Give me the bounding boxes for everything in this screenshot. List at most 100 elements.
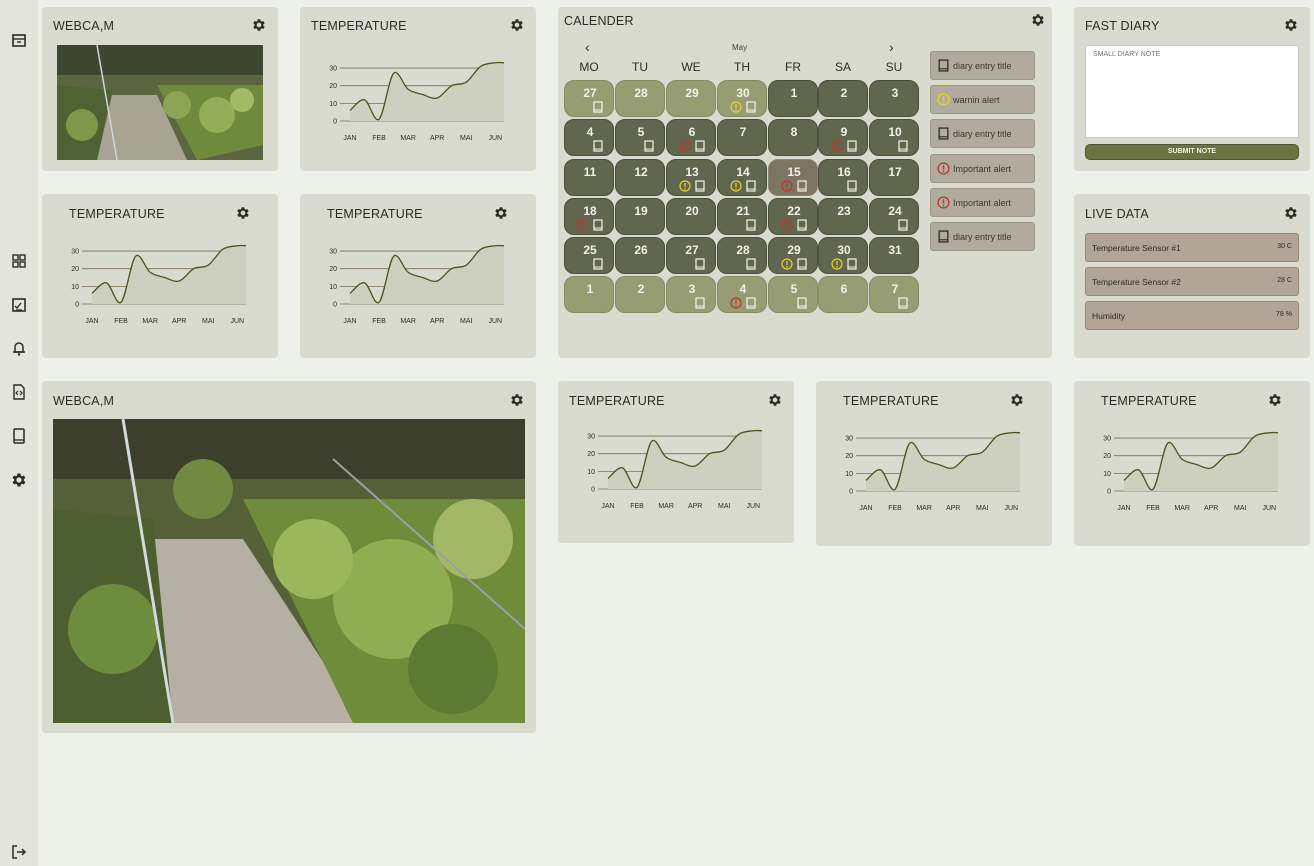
calendar-day[interactable]: 29 — [666, 80, 716, 117]
gear-icon[interactable] — [251, 17, 267, 33]
gear-icon[interactable] — [235, 205, 251, 221]
calendar-day[interactable]: 21 — [717, 198, 767, 235]
calendar-day[interactable]: 5 — [768, 276, 818, 313]
calendar-day[interactable]: 29 — [768, 237, 818, 274]
calendar-day[interactable]: 4 — [564, 119, 614, 156]
calendar-day[interactable]: 25 — [564, 237, 614, 274]
book-icon[interactable] — [10, 427, 28, 445]
calendar-day[interactable]: 31 — [869, 237, 919, 274]
calendar-day[interactable]: 28 — [717, 237, 767, 274]
archive-icon[interactable] — [10, 31, 28, 49]
calendar-day[interactable]: 30 — [717, 80, 767, 117]
settings-icon[interactable] — [10, 471, 28, 489]
calendar-entry[interactable]: warnin alert — [930, 85, 1035, 115]
checklist-icon[interactable] — [10, 296, 28, 314]
calendar-day[interactable]: 8 — [768, 119, 818, 156]
day-number: 5 — [637, 125, 645, 139]
sensor-value: 30 C — [1277, 243, 1292, 250]
calendar-day[interactable]: 1 — [564, 276, 614, 313]
calendar-day[interactable]: 20 — [666, 198, 716, 235]
calendar-day[interactable]: 6 — [818, 276, 868, 313]
logout-icon[interactable] — [10, 843, 28, 861]
calendar-day[interactable]: 5 — [615, 119, 665, 156]
calendar-day[interactable]: 11 — [564, 159, 614, 196]
y-tick-label: 0 — [333, 119, 337, 126]
calendar-day[interactable]: 6 — [666, 119, 716, 156]
temperature-chart: 0 10 20 30 JAN FEB MAR APR MAI JUN — [329, 244, 505, 325]
gear-icon[interactable] — [1030, 12, 1046, 28]
calendar-day[interactable]: 28 — [615, 80, 665, 117]
x-tick-label: MAR — [400, 318, 416, 325]
calendar-day[interactable]: 2 — [615, 276, 665, 313]
month-label: May — [732, 43, 748, 52]
calendar-day[interactable]: 7 — [869, 276, 919, 313]
calendar-day[interactable]: 30 — [818, 237, 868, 274]
calendar-entry[interactable]: diary entry title — [930, 119, 1035, 149]
sensor-label: Temperature Sensor #1 — [1092, 243, 1181, 253]
calendar-day[interactable]: 3 — [869, 80, 919, 117]
calendar-day[interactable]: 19 — [615, 198, 665, 235]
y-tick-label: 30 — [1103, 436, 1111, 443]
calendar-day[interactable]: 3 — [666, 276, 716, 313]
x-tick-label: FEB — [1146, 505, 1160, 512]
y-tick-label: 20 — [1103, 453, 1111, 460]
gear-icon[interactable] — [493, 205, 509, 221]
entry-label: diary entry title — [953, 61, 1012, 71]
gear-icon[interactable] — [767, 392, 783, 408]
calendar-day[interactable]: 16 — [818, 159, 868, 196]
day-number: 7 — [891, 282, 899, 296]
calendar-day[interactable]: 12 — [615, 159, 665, 196]
dashboard-icon[interactable] — [10, 252, 28, 270]
gear-icon[interactable] — [1267, 392, 1283, 408]
gear-icon[interactable] — [1009, 392, 1025, 408]
calendar-day[interactable]: 22 — [768, 198, 818, 235]
calendar-day[interactable]: 18 — [564, 198, 614, 235]
prev-month-button[interactable]: ‹ — [585, 39, 590, 55]
calendar-day[interactable]: 26 — [615, 237, 665, 274]
calendar-day[interactable]: 7 — [717, 119, 767, 156]
calendar-day[interactable]: 17 — [869, 159, 919, 196]
calendar-day[interactable]: 1 — [768, 80, 818, 117]
webcam-feed-large[interactable] — [53, 419, 525, 723]
calendar-day[interactable]: 27 — [666, 237, 716, 274]
calendar-entry[interactable]: diary entry title — [930, 222, 1035, 251]
calendar-entry[interactable]: Important alert — [930, 153, 1035, 183]
calendar-day[interactable]: 10 — [869, 119, 919, 156]
calendar-day[interactable]: 15 — [768, 159, 818, 196]
bell-icon[interactable] — [10, 339, 28, 357]
gear-icon[interactable] — [1283, 205, 1299, 221]
y-tick-label: 10 — [329, 101, 337, 108]
day-number: 1 — [586, 282, 594, 296]
gear-icon[interactable] — [509, 17, 525, 33]
temperature-chart: 0 10 20 30 JAN FEB MAR APR MAI JUN — [71, 244, 247, 325]
x-tick-label: MAR — [658, 503, 674, 510]
code-file-icon[interactable] — [10, 383, 28, 401]
temperature-card: TEMPERATURE 0 10 20 30 JAN FEB MAR APR MAI JUN — [816, 381, 1052, 546]
calendar-day[interactable]: 9 — [818, 119, 868, 156]
series-line — [91, 244, 247, 304]
calendar-day[interactable]: 14 — [717, 159, 767, 196]
calendar-day[interactable]: 2 — [818, 80, 868, 117]
x-tick-label: MAR — [142, 318, 158, 325]
calendar-day[interactable]: 23 — [818, 198, 868, 235]
diary-note-input[interactable] — [1085, 45, 1299, 138]
y-tick-label: 10 — [1103, 471, 1111, 478]
calendar-entry[interactable]: Important alert — [930, 187, 1035, 217]
calendar-day[interactable]: 4 — [717, 276, 767, 313]
calendar-day[interactable]: 24 — [869, 198, 919, 235]
submit-note-button[interactable]: SUBMIT NOTE — [1085, 144, 1299, 160]
gear-icon[interactable] — [1283, 17, 1299, 33]
series-line — [349, 61, 505, 121]
weekday-header: SA — [834, 60, 851, 74]
alert-icon — [679, 140, 691, 152]
day-number: 27 — [583, 86, 597, 100]
webcam-card-small: WEBCA,M — [42, 7, 278, 171]
calendar-day[interactable]: 13 — [666, 159, 716, 196]
gear-icon[interactable] — [509, 392, 525, 408]
day-number: 5 — [790, 282, 798, 296]
webcam-feed[interactable] — [57, 45, 263, 160]
calendar-entry[interactable]: diary entry title — [930, 51, 1035, 80]
next-month-button[interactable]: › — [889, 39, 894, 55]
calendar-day[interactable]: 27 — [564, 80, 614, 117]
day-number: 6 — [688, 125, 696, 139]
